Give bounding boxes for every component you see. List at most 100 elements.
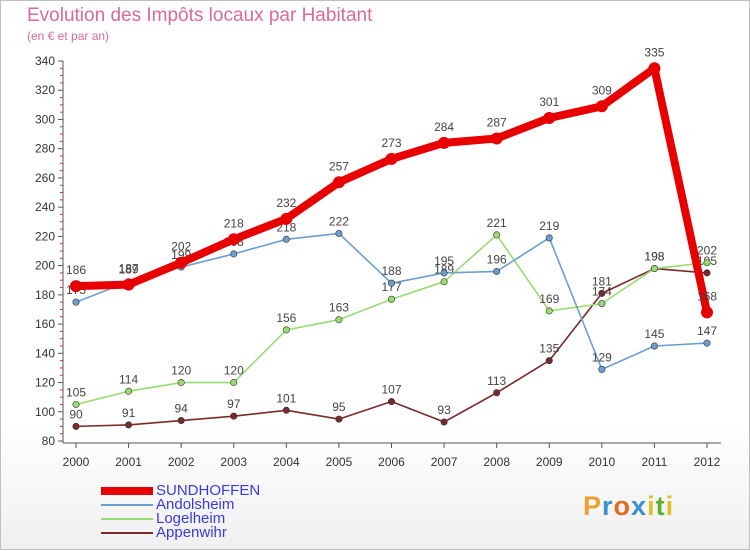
data-label: 195 — [434, 254, 454, 268]
data-point — [490, 132, 503, 145]
logo-letter: o — [613, 491, 632, 521]
x-tick-label: 2012 — [694, 455, 721, 469]
data-label: 219 — [539, 219, 559, 233]
data-point — [125, 421, 133, 429]
data-label: 107 — [381, 383, 401, 397]
data-point — [282, 406, 290, 414]
data-label: 189 — [119, 263, 139, 277]
data-label: 135 — [539, 342, 559, 356]
data-point — [598, 289, 606, 297]
data-point — [70, 280, 82, 293]
data-label: 202 — [697, 244, 717, 258]
data-label: 169 — [539, 292, 559, 306]
legend-swatch — [101, 504, 153, 506]
x-tick-label: 2007 — [431, 455, 458, 469]
data-point — [650, 265, 658, 273]
data-point — [440, 278, 448, 286]
y-tick-label: 240 — [35, 200, 55, 214]
data-label: 113 — [487, 374, 506, 388]
data-point — [493, 389, 501, 397]
data-label: 181 — [592, 274, 612, 288]
data-label: 198 — [644, 250, 664, 264]
data-point — [598, 300, 606, 308]
data-label: 168 — [697, 289, 717, 303]
chart-title: Evolution des Impôts locaux par Habitant — [27, 5, 373, 26]
legend-label: Logelheim — [156, 510, 226, 527]
data-point — [440, 418, 448, 426]
data-label: 309 — [592, 83, 612, 97]
data-point — [335, 229, 343, 237]
x-tick-label: 2008 — [483, 455, 510, 469]
x-tick-label: 2000 — [63, 455, 90, 469]
data-label: 186 — [66, 263, 86, 277]
chart-subtitle: (en € et par an) — [27, 29, 110, 43]
proxiti-logo: Proxiti — [583, 491, 674, 522]
data-label: 177 — [381, 280, 401, 294]
data-label: 93 — [437, 403, 451, 417]
data-label: 273 — [381, 136, 401, 150]
y-tick-label: 100 — [35, 405, 55, 419]
data-label: 222 — [329, 214, 349, 228]
logo-letter: t — [655, 491, 666, 521]
data-point — [72, 422, 80, 430]
data-point — [650, 342, 658, 350]
data-label: 257 — [329, 159, 349, 173]
data-point — [703, 339, 711, 347]
data-point — [701, 306, 713, 319]
data-point — [440, 269, 448, 277]
y-tick-label: 140 — [35, 346, 55, 360]
legend-swatch — [101, 532, 153, 534]
data-label: 174 — [592, 285, 612, 299]
x-tick-label: 2010 — [588, 455, 615, 469]
legend-label: SUNDHOFFEN — [156, 482, 261, 499]
x-tick-label: 2006 — [378, 455, 405, 469]
y-tick-label: 320 — [35, 83, 55, 97]
data-point — [493, 231, 501, 239]
data-point — [122, 278, 135, 291]
y-tick-label: 200 — [35, 259, 55, 273]
data-label: 187 — [119, 262, 139, 276]
y-tick-label: 120 — [35, 376, 55, 390]
data-point — [125, 387, 133, 395]
data-point — [72, 298, 80, 306]
data-label: 156 — [276, 311, 296, 325]
data-label: 218 — [224, 216, 244, 230]
data-point — [545, 234, 553, 242]
data-point — [175, 256, 188, 269]
x-tick-label: 2005 — [326, 455, 353, 469]
data-point — [332, 176, 345, 189]
data-label: 101 — [276, 391, 296, 405]
data-label: 91 — [122, 406, 136, 420]
data-label: 129 — [592, 350, 612, 364]
data-point — [230, 412, 238, 420]
data-point — [438, 136, 451, 149]
data-point — [177, 417, 185, 425]
data-label: 202 — [171, 240, 191, 254]
data-point — [387, 279, 395, 287]
y-tick-label: 160 — [35, 317, 55, 331]
data-point — [545, 357, 553, 365]
data-label: 147 — [697, 324, 717, 338]
logo-letter: r — [602, 491, 614, 521]
data-label: 145 — [644, 327, 664, 341]
data-label: 335 — [644, 45, 664, 59]
data-label: 94 — [174, 402, 188, 416]
data-point — [387, 295, 395, 303]
data-label: 163 — [329, 301, 349, 315]
data-point — [387, 398, 395, 406]
data-point — [72, 400, 80, 408]
legend-label: Andolsheim — [156, 496, 235, 513]
data-label: 95 — [332, 400, 346, 414]
logo-letter: P — [583, 491, 603, 521]
data-point — [177, 379, 185, 387]
y-tick-label: 80 — [42, 434, 56, 448]
data-point — [230, 250, 238, 258]
logo-letter: i — [647, 491, 656, 521]
y-tick-label: 300 — [35, 112, 55, 126]
y-tick-label: 280 — [35, 142, 55, 156]
legend-swatch — [101, 518, 153, 520]
y-tick-label: 340 — [35, 54, 55, 68]
data-point — [595, 100, 608, 113]
